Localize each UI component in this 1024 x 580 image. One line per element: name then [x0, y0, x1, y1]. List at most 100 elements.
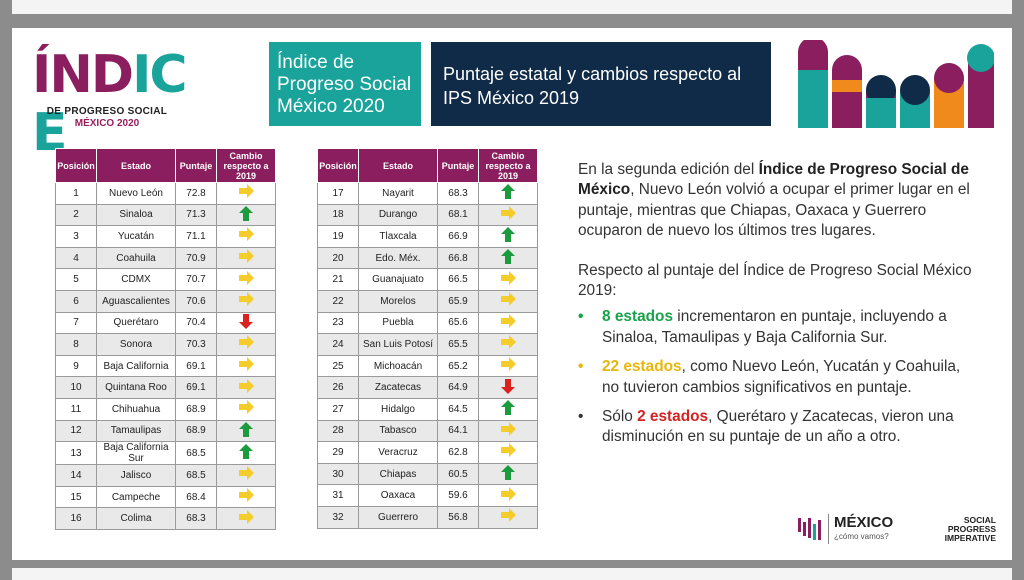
change-cell	[216, 289, 276, 313]
table-row: 18 Durango 68.1	[317, 203, 538, 227]
state-cell: Sonora	[96, 333, 176, 356]
rank-cell: 6	[55, 289, 97, 313]
rank-cell: 26	[317, 376, 359, 399]
table-row: 8 Sonora 70.3	[55, 333, 276, 356]
change-cell	[478, 484, 538, 507]
comparison-paragraph: Respecto al puntaje del Índice de Progre…	[578, 261, 972, 300]
state-cell: Baja California	[96, 354, 176, 378]
arrow-same-icon	[500, 292, 516, 310]
mexico-como-vamos-logo: MÉXICO ¿cómo vamos?	[798, 512, 904, 546]
score-cell: 68.5	[175, 464, 217, 487]
change-cell	[216, 311, 276, 335]
same-text: , como Nuevo León, Yucatán y Coahuila, n…	[602, 358, 961, 396]
col-estado: Estado	[96, 148, 176, 183]
table-row: 24 San Luis Potosí 65.5	[317, 333, 538, 356]
spi-line-1: SOCIAL	[963, 515, 996, 525]
arrow-same-icon	[238, 400, 254, 418]
table-row: 11 Chihuahua 68.9	[55, 397, 276, 421]
score-cell: 69.1	[175, 376, 217, 399]
change-cell	[478, 203, 538, 227]
state-cell: Morelos	[358, 289, 438, 313]
arrow-same-icon	[238, 270, 254, 289]
score-cell: 64.5	[437, 397, 479, 421]
state-cell: Puebla	[358, 311, 438, 335]
score-cell: 68.3	[437, 182, 479, 205]
table-row: 29 Veracruz 62.8	[317, 441, 538, 464]
increase-text: incrementaron en puntaje, incluyendo a S…	[602, 308, 947, 346]
col-cambio: Cambio respecto a 2019	[478, 148, 538, 183]
col-puntaje: Puntaje	[437, 148, 479, 183]
change-cell	[478, 225, 538, 248]
score-cell: 70.7	[175, 268, 217, 291]
table-row: 13 Baja California Sur 68.5	[55, 441, 276, 466]
table-row: 21 Guanajuato 66.5	[317, 268, 538, 291]
score-cell: 64.9	[437, 376, 479, 399]
state-cell: Michoacán	[358, 354, 438, 378]
arrow-same-icon	[238, 488, 254, 506]
table-row: 5 CDMX 70.7	[55, 268, 276, 291]
intro-paragraph: En la segunda edición del Índice de Prog…	[578, 160, 978, 242]
change-cell	[216, 441, 276, 466]
spi-line-3: IMPERATIVE	[944, 533, 996, 543]
state-cell: Baja California Sur	[96, 441, 176, 466]
decrease-text-c: , Querétaro y Zacatecas, vieron una dism…	[602, 408, 954, 446]
social-progress-imperative-logo: SOCIAL PROGRESS IMPERATIVE	[924, 516, 996, 543]
arrow-same-icon	[500, 313, 516, 332]
mexico-label: MÉXICO	[834, 514, 894, 531]
state-cell: Veracruz	[358, 441, 438, 464]
arrow-same-icon	[500, 421, 516, 440]
state-cell: Durango	[358, 203, 438, 227]
rank-cell: 25	[317, 354, 359, 378]
ranking-table-left: Posición Estado Puntaje Cambio respecto …	[55, 148, 276, 530]
state-cell: Sinaloa	[96, 203, 176, 227]
report-title: Índice de Progreso Social México 2020	[269, 42, 421, 126]
rank-cell: 19	[317, 225, 359, 248]
arrow-up-icon	[500, 227, 516, 245]
state-cell: Chiapas	[358, 462, 438, 486]
rank-cell: 18	[317, 203, 359, 227]
state-cell: Querétaro	[96, 311, 176, 335]
score-cell: 70.3	[175, 333, 217, 356]
table-row: 27 Hidalgo 64.5	[317, 397, 538, 421]
rank-cell: 3	[55, 225, 97, 248]
rank-cell: 24	[317, 333, 359, 356]
bullet-dot: •	[578, 308, 584, 326]
arrow-same-icon	[238, 249, 254, 267]
state-cell: Yucatán	[96, 225, 176, 248]
arrow-same-icon	[238, 292, 254, 310]
state-cell: San Luis Potosí	[358, 333, 438, 356]
score-cell: 68.1	[437, 203, 479, 227]
score-cell: 68.9	[175, 397, 217, 421]
col-puntaje: Puntaje	[175, 148, 217, 183]
rank-cell: 5	[55, 268, 97, 291]
summary-text: En la segunda edición del Índice de Prog…	[578, 160, 978, 457]
state-cell: Jalisco	[96, 464, 176, 487]
change-cell	[478, 462, 538, 486]
score-cell: 65.5	[437, 333, 479, 356]
change-cell	[216, 485, 276, 509]
rank-cell: 4	[55, 246, 97, 270]
col-posicion: Posición	[317, 148, 359, 183]
score-cell: 66.9	[437, 225, 479, 248]
change-cell	[478, 182, 538, 205]
state-cell: CDMX	[96, 268, 176, 291]
slide-title: Puntaje estatal y cambios respecto al IP…	[431, 42, 771, 126]
arrow-same-icon	[500, 486, 516, 505]
state-cell: Coahuila	[96, 246, 176, 270]
rank-cell: 29	[317, 441, 359, 464]
score-cell: 70.9	[175, 246, 217, 270]
arrow-up-icon	[500, 465, 516, 483]
table-row: 26 Zacatecas 64.9	[317, 376, 538, 399]
table-row: 19 Tlaxcala 66.9	[317, 225, 538, 248]
arrow-up-icon	[500, 400, 516, 418]
rank-cell: 1	[55, 182, 97, 205]
same-count: 22 estados	[602, 358, 682, 376]
arrow-up-icon	[238, 444, 254, 462]
arrow-down-icon	[238, 313, 254, 332]
state-cell: Nayarit	[358, 182, 438, 205]
change-cell	[478, 419, 538, 443]
table-row: 3 Yucatán 71.1	[55, 225, 276, 248]
rank-cell: 15	[55, 485, 97, 509]
decorative-graphic	[798, 40, 994, 128]
arrow-up-icon	[500, 249, 516, 267]
